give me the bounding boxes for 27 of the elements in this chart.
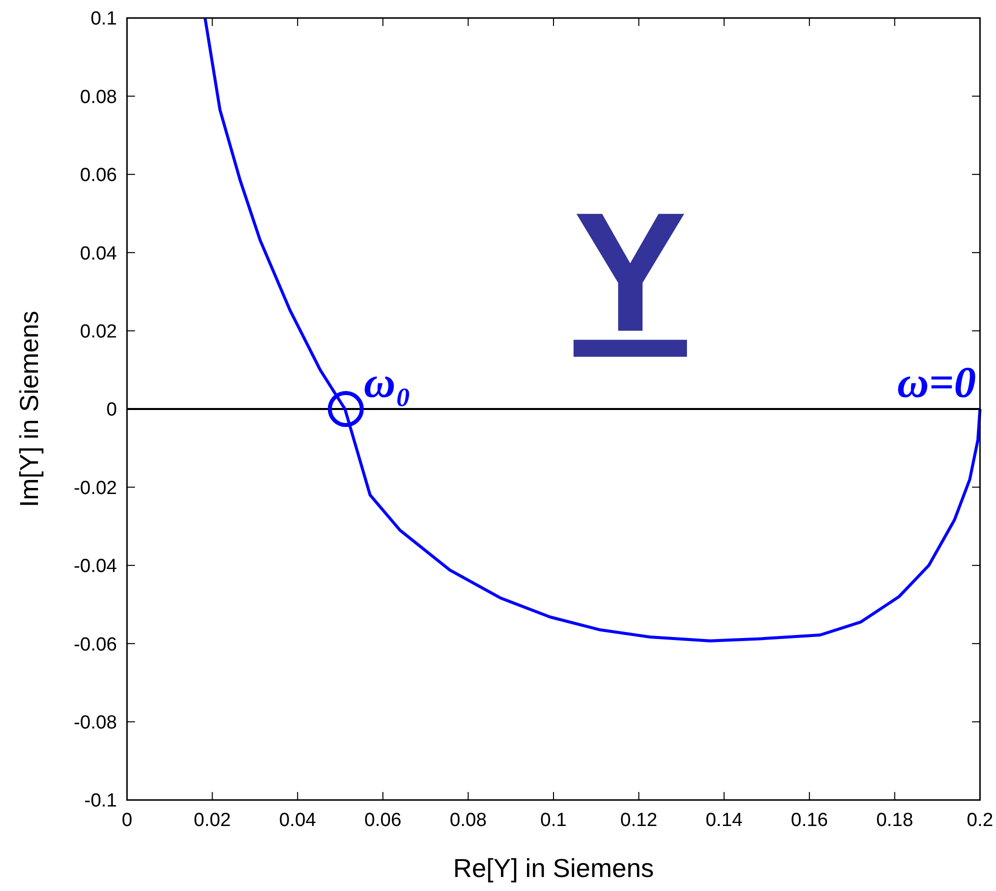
x-tick-label: 0.02 [194,810,231,831]
y-axis-title: Im[Y] in Siemens [14,310,44,508]
y-tick-label: -0.1 [84,790,117,812]
x-tick-label: 0.12 [620,810,658,831]
x-tick-label: 0.08 [450,810,487,831]
y-tick-label: -0.04 [74,556,118,578]
x-tick-label: 0.2 [966,810,994,831]
x-tick-label: 0.06 [364,810,402,831]
x-tick-label: 0.14 [706,810,744,831]
y-tick-label: 0.04 [80,243,118,264]
y-tick-label: 0.1 [90,8,117,30]
annotation: ω=0 [897,358,976,407]
y-tick-label: -0.08 [74,712,117,734]
annotation: ω₀ [364,358,411,407]
annotation: Y [574,178,687,368]
y-tick-label: -0.02 [74,478,117,499]
y-tick-label: 0 [106,400,117,421]
y-tick-label: 0.06 [80,165,117,186]
y-tick-label: -0.06 [74,634,117,656]
x-axis-title: Re[Y] in Siemens [453,853,654,883]
x-tick-label: 0.16 [790,810,828,831]
y-tick-label: 0.08 [80,86,117,108]
x-tick-label: 0.18 [876,810,914,831]
y-tick-label: 0.02 [80,321,117,342]
x-tick-label: 0 [122,810,132,831]
x-tick-label: 0.04 [279,810,317,831]
x-tick-label: 0.1 [540,810,567,831]
